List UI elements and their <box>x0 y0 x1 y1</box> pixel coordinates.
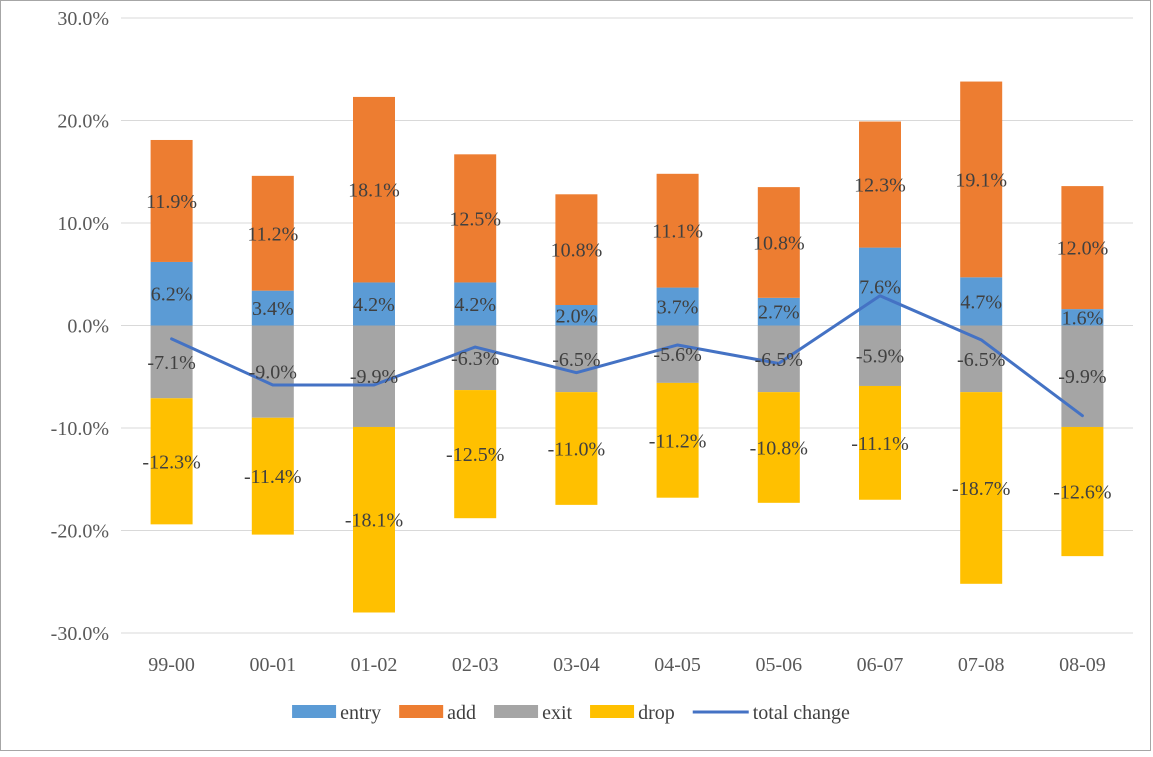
data-label-add: 11.9% <box>146 191 197 213</box>
data-label-drop: -11.0% <box>548 439 606 461</box>
data-label-add: 18.1% <box>348 180 400 202</box>
data-label-drop: -18.1% <box>345 510 403 532</box>
x-tick-label: 03-04 <box>553 654 600 676</box>
bars <box>151 82 1104 613</box>
legend-label-total-change: total change <box>753 702 850 724</box>
data-label-drop: -12.5% <box>446 444 504 466</box>
legend-label-exit: exit <box>542 702 572 724</box>
data-label-entry: 3.4% <box>252 298 294 320</box>
legend-swatch-exit <box>494 705 538 718</box>
data-label-drop: -11.4% <box>244 466 302 488</box>
data-label-exit: -6.5% <box>755 349 803 371</box>
data-label-drop: -12.3% <box>142 451 200 473</box>
data-label-entry: 1.6% <box>1062 307 1104 329</box>
x-tick-label: 05-06 <box>755 654 802 676</box>
data-label-exit: -5.9% <box>856 346 904 368</box>
data-label-entry: 6.2% <box>151 284 193 306</box>
y-tick-label: 0.0% <box>67 316 109 338</box>
x-tick-label: 08-09 <box>1059 654 1106 676</box>
x-tick-label: 04-05 <box>654 654 701 676</box>
legend-swatch-drop <box>590 705 634 718</box>
data-label-exit: -5.6% <box>653 344 701 366</box>
data-label-exit: -9.9% <box>350 366 398 388</box>
data-label-exit: -6.5% <box>552 349 600 371</box>
x-tick-label: 99-00 <box>148 654 195 676</box>
x-tick-label: 06-07 <box>857 654 904 676</box>
data-label-entry: 2.7% <box>758 302 800 324</box>
data-label-add: 10.8% <box>551 240 603 262</box>
y-tick-label: 30.0% <box>57 8 109 30</box>
x-tick-label: 00-01 <box>249 654 296 676</box>
legend-label-add: add <box>447 702 476 724</box>
data-label-drop: -18.7% <box>952 478 1010 500</box>
legend-label-drop: drop <box>638 702 675 724</box>
total-change-line <box>172 296 1083 416</box>
legend: entry add exit drop total change <box>292 702 850 724</box>
data-label-entry: 2.0% <box>556 305 598 327</box>
data-label-entry: 4.7% <box>960 291 1002 313</box>
data-label-add: 12.3% <box>854 175 906 197</box>
data-label-exit: -9.0% <box>249 362 297 384</box>
data-label-entry: 4.2% <box>454 294 496 316</box>
data-label-add: 11.1% <box>652 221 703 243</box>
x-tick-label: 01-02 <box>351 654 398 676</box>
x-tick-label: 07-08 <box>958 654 1005 676</box>
data-label-drop: -11.1% <box>851 433 909 455</box>
data-label-exit: -9.9% <box>1058 366 1106 388</box>
y-tick-label: -10.0% <box>51 418 109 440</box>
y-tick-label: 20.0% <box>57 111 109 133</box>
data-label-exit: -6.5% <box>957 349 1005 371</box>
data-label-add: 12.0% <box>1057 238 1109 260</box>
data-label-drop: -10.8% <box>750 437 808 459</box>
data-label-add: 12.5% <box>449 208 501 230</box>
x-tick-label: 02-03 <box>452 654 499 676</box>
data-label-entry: 7.6% <box>859 277 901 299</box>
data-label-add: 11.2% <box>247 223 298 245</box>
data-label-drop: -11.2% <box>649 430 707 452</box>
legend-label-entry: entry <box>340 702 381 724</box>
data-label-drop: -12.6% <box>1053 482 1111 504</box>
data-label-add: 10.8% <box>753 232 805 254</box>
data-label-entry: 3.7% <box>657 297 699 319</box>
data-label-exit: -7.1% <box>147 352 195 374</box>
legend-swatch-entry <box>292 705 336 718</box>
data-label-entry: 4.2% <box>353 294 395 316</box>
data-label-exit: -6.3% <box>451 348 499 370</box>
y-tick-label: -30.0% <box>51 623 109 645</box>
x-axis-tick-labels: 99-00 00-01 01-02 02-03 03-04 04-05 05-06 06-07… <box>148 654 1105 676</box>
line-total-change <box>172 296 1083 416</box>
data-label-add: 19.1% <box>955 169 1007 191</box>
y-axis-tick-labels: 30.0% 20.0% 10.0% 0.0% -10.0% -20.0% -30.0% <box>51 8 109 645</box>
legend-swatch-add <box>399 705 443 718</box>
y-tick-label: 10.0% <box>57 213 109 235</box>
y-tick-label: -20.0% <box>51 521 109 543</box>
